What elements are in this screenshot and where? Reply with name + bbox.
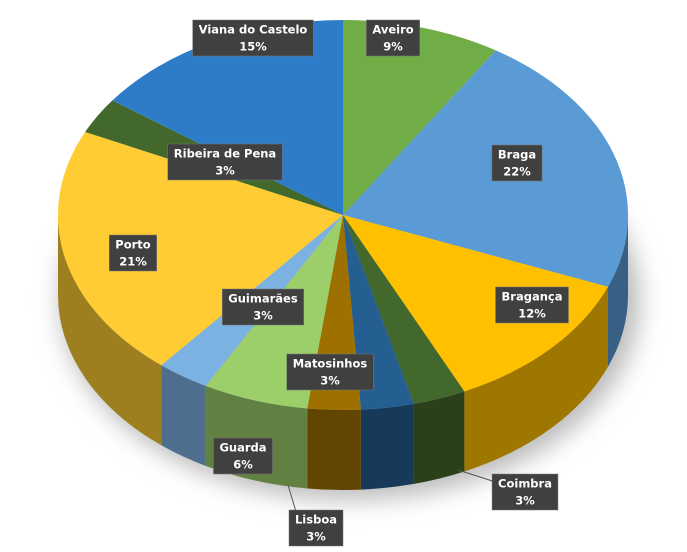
label-name: Lisboa: [295, 513, 337, 527]
data-label: Guimarães 3%: [222, 288, 304, 326]
label-value: 21%: [119, 255, 147, 269]
label-value: 22%: [503, 165, 531, 179]
data-label: Guarda 6%: [213, 437, 273, 475]
label-value: 15%: [239, 40, 267, 54]
label-value: 3%: [253, 309, 273, 323]
label-name: Ribeira de Pena: [174, 147, 276, 161]
label-name: Braga: [498, 148, 536, 162]
data-label: Bragança 12%: [495, 286, 569, 324]
label-value: 12%: [518, 307, 546, 321]
data-label: Aveiro 9%: [366, 19, 420, 57]
data-label: Braga 22%: [491, 144, 543, 182]
label-name: Guimarães: [228, 292, 298, 306]
label-box: [491, 144, 543, 182]
label-box: [167, 143, 283, 181]
label-value: 6%: [233, 458, 253, 472]
label-value: 3%: [515, 494, 535, 508]
data-label: Coimbra 3%: [491, 473, 559, 511]
slice: [112, 20, 344, 215]
slice: [58, 131, 343, 366]
data-label: Porto 21%: [109, 234, 157, 272]
data-label: Matosinhos 3%: [286, 353, 374, 391]
slice-side: [58, 215, 162, 446]
slice-side: [161, 365, 206, 466]
label-value: 9%: [383, 40, 403, 54]
label-box: [213, 437, 273, 475]
label-name: Guarda: [219, 441, 266, 455]
label-value: 3%: [215, 164, 235, 178]
label-box: [222, 288, 304, 326]
data-label: Ribeira de Pena 3%: [167, 143, 283, 181]
label-box: [109, 234, 157, 272]
label-box: [192, 19, 314, 57]
slice: [343, 215, 465, 404]
label-value: 3%: [306, 530, 326, 544]
label-value: 3%: [320, 374, 340, 388]
label-box: [286, 353, 374, 391]
data-label: Viana do Castelo 15%: [192, 19, 314, 57]
label-box: [366, 19, 420, 57]
slice: [343, 50, 629, 287]
label-box: [495, 286, 569, 324]
label-name: Matosinhos: [293, 357, 368, 371]
slice: [343, 20, 496, 215]
slice-side: [413, 391, 465, 484]
slice-side: [464, 286, 608, 472]
label-box: [491, 473, 559, 511]
label-name: Viana do Castelo: [199, 23, 308, 37]
data-label: Lisboa 3%: [288, 509, 344, 547]
slice-side: [607, 215, 628, 367]
slice-side: [360, 403, 414, 490]
label-name: Porto: [115, 238, 150, 252]
slice: [343, 215, 608, 392]
label-box: [288, 509, 344, 547]
label-name: Bragança: [502, 290, 563, 304]
label-name: Coimbra: [498, 477, 552, 491]
slice-side: [307, 408, 361, 490]
label-name: Aveiro: [372, 23, 413, 37]
